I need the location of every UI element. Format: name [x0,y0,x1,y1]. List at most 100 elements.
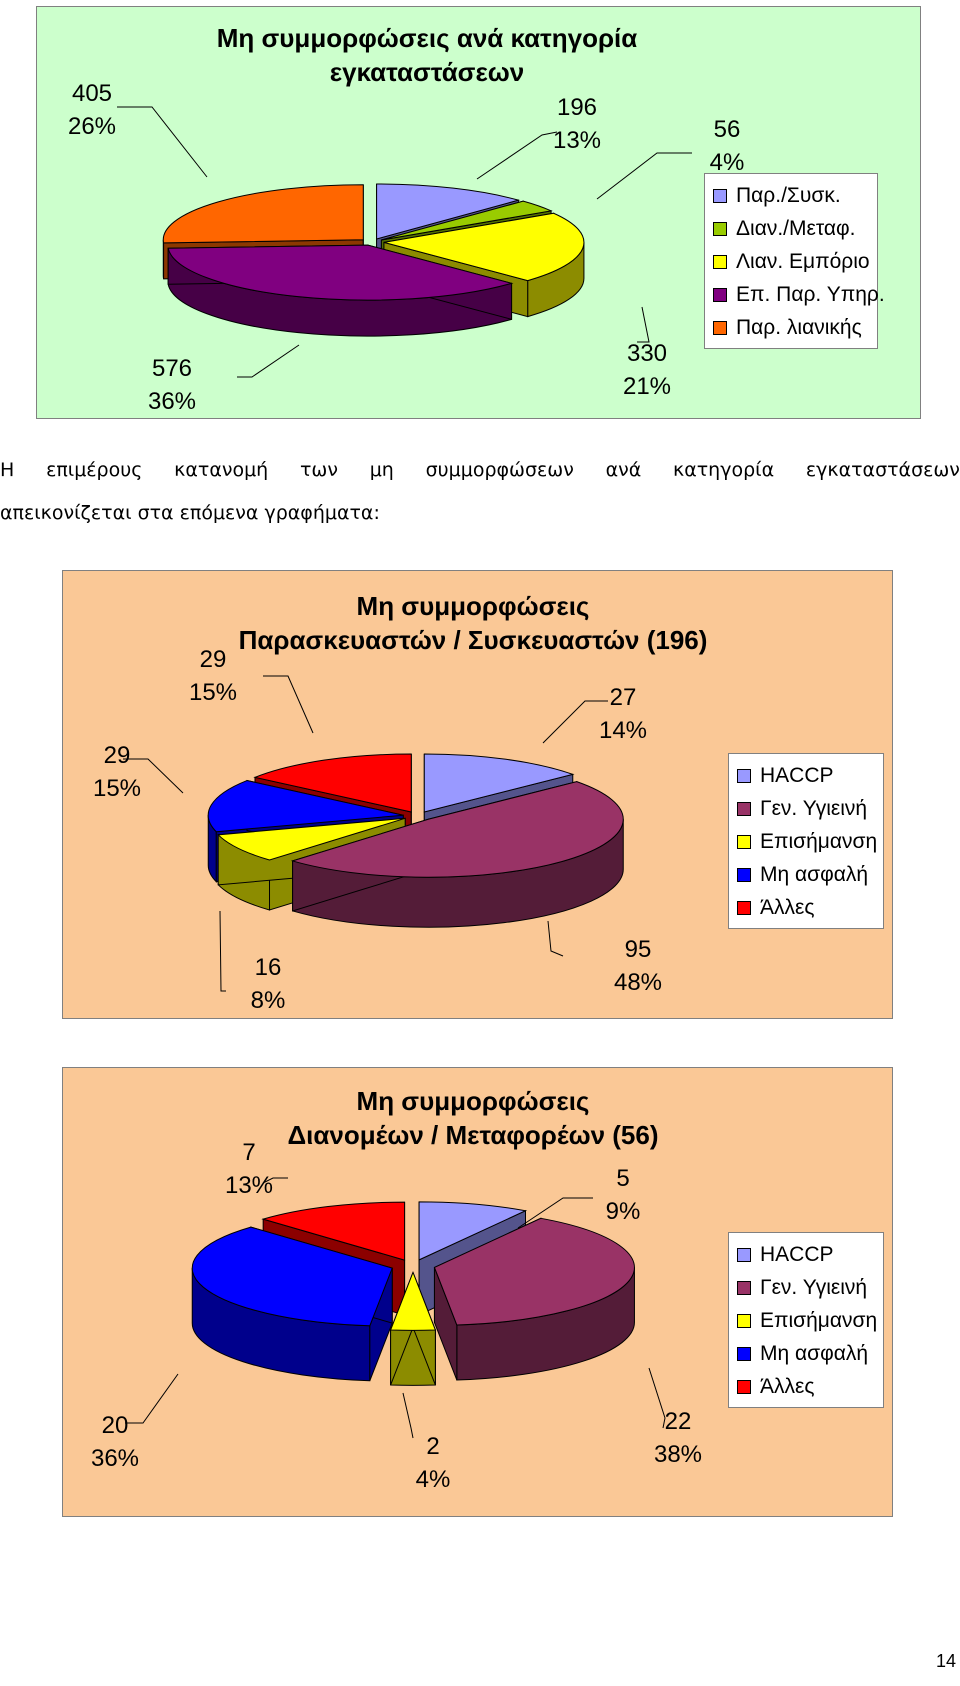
legend-swatch [713,221,727,236]
percent-label: 13% [224,1172,274,1199]
body-paragraph-line-2: απεικονίζεται στα επόμενα γραφήματα: [0,502,380,524]
chart-1-title: Μη συμμορφώσεις ανά κατηγορία εγκαταστάσ… [207,21,647,89]
leader-line [262,1177,288,1184]
slice-top [167,244,514,301]
pie-chart-1 [117,106,692,378]
chart-1-legend: Παρ./Συσκ. Διαν./Μεταφ. Λιαν. Εμπόριο Επ… [704,173,885,349]
percent-label: 36% [147,388,197,415]
percent-label: 15% [188,679,238,706]
percent-label: 21% [622,373,672,400]
percent-label: 14% [598,717,648,744]
value-label: 29 [103,742,131,769]
chart-producers-packers: Μη συμμορφώσεις Παρασκευαστών / Συσκευασ… [62,570,893,1019]
percent-label: 36% [90,1445,140,1472]
value-label: 56 [713,116,741,143]
legend-item: Μη ασφαλή [737,858,877,891]
slice-top [191,1226,393,1327]
legend-swatch [737,867,751,882]
legend-item: Μη ασφαλή [737,1337,877,1370]
page-number: 14 [935,1651,956,1671]
slice-top [376,183,521,240]
slice-top [162,184,364,244]
chart-distributors-transporters: Μη συμμορφώσεις Διανομέων / Μεταφορέων (… [62,1067,893,1517]
slice-top [261,1201,406,1261]
chart-1-data-label: 56 4% [692,113,762,179]
value-label: 5 [616,1165,630,1192]
legend-label: Παρ. λιανικής [736,316,862,339]
chart-2-legend: HACCP Γεν. Υγιεινή Επισήμανση Μη ασφαλή … [728,753,884,929]
chart-1-data-label: 196 13% [537,91,617,157]
chart-2-title-line-2: Παρασκευαστών / Συσκευαστών (196) [238,625,708,655]
leader-line [219,910,226,992]
percent-label: 8% [250,987,286,1014]
legend-label: Επ. Παρ. Υπηρ. [736,283,885,306]
chart-2-data-label: 29 15% [173,643,253,709]
chart-2-title-line-1: Μη συμμορφώσεις [356,591,590,621]
paragraph-word: ανά [605,459,642,481]
legend-item: Λιαν. Εμπόριο [713,245,871,278]
paragraph-word: επιμέρους [46,459,143,481]
legend-item: Άλλες [737,1370,877,1403]
leader-line [263,675,314,734]
percent-label: 38% [653,1441,703,1468]
chart-1-title-line-1: Μη συμμορφώσεις ανά κατηγορία [216,23,638,53]
leader-line [117,106,208,178]
value-label: 405 [71,80,113,107]
legend-swatch [713,287,727,302]
leader-line [476,131,558,180]
leader-line [402,1392,414,1439]
value-label: 95 [624,936,652,963]
value-label: 330 [626,340,668,367]
chart-3-title: Μη συμμορφώσεις Διανομέων / Μεταφορέων (… [233,1084,713,1152]
slice-top [389,1270,437,1331]
legend-item: HACCP [737,1238,877,1271]
chart-2-data-label: 95 48% [598,933,678,999]
value-label: 27 [609,684,637,711]
chart-2-data-label: 16 8% [228,951,308,1017]
paragraph-word: Η [0,459,15,481]
paragraph-word: κατηγορία [673,459,775,481]
percent-label: 13% [552,127,602,154]
leader-line [123,758,184,794]
legend-item: Γεν. Υγιεινή [737,792,877,825]
pie-chart-3 [125,1177,666,1439]
legend-label: Επισήμανση [760,1309,878,1332]
pie-slice [167,244,514,337]
legend-label: HACCP [760,764,834,787]
slice-top [383,212,585,282]
legend-swatch [737,768,751,783]
chart-3-data-label: 5 9% [583,1162,663,1228]
chart-2-data-label: 29 15% [77,739,157,805]
leader-line [125,1373,179,1424]
slice-top [207,780,404,833]
slice-top [433,1217,635,1326]
legend-label: Επισήμανση [760,830,878,853]
chart-1-data-label: 405 26% [52,77,132,143]
value-label: 16 [254,954,282,981]
legend-item: Παρ./Συσκ. [713,179,871,212]
legend-label: Μη ασφαλή [760,1342,869,1365]
legend-label: Άλλες [760,896,815,919]
legend-swatch [737,1313,751,1328]
legend-swatch [737,900,751,915]
pie-slice [290,781,624,928]
slice-top [217,817,406,861]
leader-line [637,306,650,343]
paragraph-word: των [299,459,338,481]
value-label: 196 [556,94,598,121]
chart-3-title-line-2: Διανομέων / Μεταφορέων (56) [287,1120,659,1150]
legend-swatch [737,1379,751,1394]
legend-label: Γεν. Υγιεινή [760,797,868,820]
chart-installation-categories: Μη συμμορφώσεις ανά κατηγορία εγκαταστάσ… [36,6,921,419]
legend-item: Επισήμανση [737,1304,877,1337]
leader-line [648,1367,666,1429]
leader-line [237,344,300,378]
chart-3-data-label: 22 38% [638,1405,718,1471]
body-paragraph-line-1: Η επιμέρους κατανομή των μη συμμορφώσεων… [0,459,960,481]
legend-swatch [737,1280,751,1295]
percent-label: 4% [415,1466,451,1493]
percent-label: 15% [92,775,142,802]
paragraph-word: μη [369,459,394,481]
pie-slice [433,1217,635,1381]
paragraph-word: εγκαταστάσεων [805,459,960,481]
